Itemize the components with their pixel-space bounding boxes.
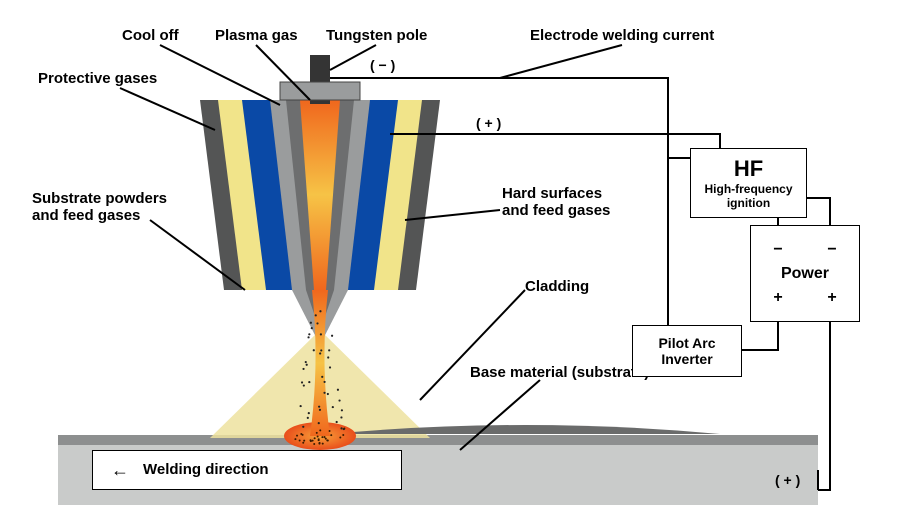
- hf-box: HF High-frequency ignition: [690, 148, 807, 218]
- label-substrate-powders: Substrate powders and feed gases: [32, 190, 167, 225]
- arrow-left-icon: ←: [111, 460, 129, 481]
- label-tungsten-pole: Tungsten pole: [326, 27, 427, 44]
- label-minus: ( − ): [370, 57, 395, 73]
- label-base-material: Base material (substrate): [470, 364, 649, 381]
- welding-direction-label: Welding direction: [143, 461, 269, 478]
- power-term-neg2: −: [827, 241, 836, 259]
- hf-sub: High-frequency ignition: [704, 182, 792, 210]
- power-term-neg1: −: [773, 241, 782, 259]
- label-hard-surfaces: Hard surfaces and feed gases: [502, 185, 610, 220]
- label-plasma-gas: Plasma gas: [215, 27, 298, 44]
- welding-direction-box: ← Welding direction: [92, 450, 402, 490]
- label-electrode-current: Electrode welding current: [530, 27, 714, 44]
- power-box: − − Power + +: [750, 225, 860, 322]
- pilot-arc-box: Pilot Arc Inverter: [632, 325, 742, 377]
- label-plus-top: ( + ): [476, 115, 501, 131]
- pilot-arc-label: Pilot Arc Inverter: [658, 335, 715, 367]
- power-label: Power: [781, 265, 829, 283]
- label-cool-off: Cool off: [122, 27, 179, 44]
- power-term-pos1: +: [773, 289, 782, 307]
- label-protective-gases: Protective gases: [38, 70, 157, 87]
- power-term-pos2: +: [827, 289, 836, 307]
- label-plus-bottom: ( + ): [775, 472, 800, 488]
- diagram-stage: Cool off Plasma gas Tungsten pole Electr…: [0, 0, 899, 531]
- hf-title: HF: [734, 156, 763, 182]
- label-cladding: Cladding: [525, 278, 589, 295]
